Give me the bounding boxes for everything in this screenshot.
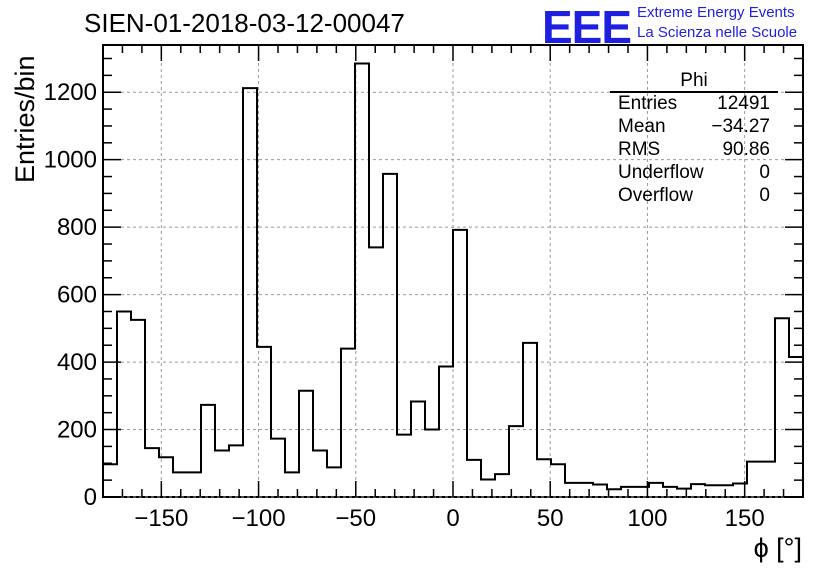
stats-key: Entries xyxy=(618,93,678,114)
histogram-bin xyxy=(621,487,635,497)
histogram-bin xyxy=(257,347,271,497)
histogram-bin xyxy=(649,483,663,497)
histogram-bin xyxy=(201,405,215,497)
y-axis-label-box: Entries/bin xyxy=(8,40,40,185)
logo-line-1: Extreme Energy Events xyxy=(637,4,795,21)
x-tick-label: −100 xyxy=(232,505,286,532)
histogram-bin xyxy=(733,484,747,497)
histogram-bin xyxy=(761,462,775,497)
histogram-bin xyxy=(789,357,803,497)
histogram-bin xyxy=(285,472,299,497)
tick-labels: −150 −100 −50 0 50 100 150 0 200 400 600 800 1000 120… xyxy=(44,79,765,532)
stats-row: Underflow 0 xyxy=(610,161,778,184)
histogram-bin xyxy=(747,462,761,497)
x-tick-label: 50 xyxy=(537,505,564,532)
x-axis-label: ϕ [°] xyxy=(753,533,802,563)
y-axis-label: Entries/bin xyxy=(10,55,40,183)
histogram-bin xyxy=(173,472,187,497)
stats-name: Phi xyxy=(680,70,708,91)
stats-value: 0 xyxy=(759,162,770,183)
histogram-bin xyxy=(509,426,523,497)
histogram-bin xyxy=(551,464,565,497)
histogram-bin xyxy=(719,485,733,497)
stats-value: 90.86 xyxy=(722,139,770,160)
x-tick-label: 150 xyxy=(725,505,765,532)
histogram-bin xyxy=(523,343,537,497)
x-tick-label: 100 xyxy=(627,505,667,532)
stats-row: Mean −34.27 xyxy=(610,115,778,138)
histogram-bin xyxy=(607,489,621,497)
x-tick-label: −50 xyxy=(335,505,376,532)
histogram-bin xyxy=(103,464,117,497)
histogram-bin xyxy=(593,485,607,497)
logo-line-2: La Scienza nelle Scuole xyxy=(637,24,798,41)
histogram-bin xyxy=(159,457,173,497)
histogram-bin xyxy=(215,450,229,497)
histogram-bin xyxy=(453,230,467,497)
histogram-bin xyxy=(691,484,705,497)
y-tick-label: 200 xyxy=(57,417,97,444)
histogram-bin xyxy=(635,487,649,497)
histogram-bin xyxy=(229,445,243,497)
histogram-bin xyxy=(271,439,285,497)
histogram-bin xyxy=(313,450,327,497)
histogram-bin xyxy=(383,174,397,497)
histogram-bin xyxy=(495,474,509,497)
histogram-bin xyxy=(327,467,341,497)
y-tick-label: 0 xyxy=(84,484,97,511)
axis-ticks xyxy=(103,45,803,498)
x-tick-label: −150 xyxy=(134,505,188,532)
stats-row: RMS 90.86 xyxy=(610,138,778,161)
histogram-bin xyxy=(299,391,313,497)
histogram-bin xyxy=(243,88,257,497)
histogram-bin xyxy=(397,435,411,497)
stats-row: Overflow 0 xyxy=(610,184,778,207)
stats-value: 12491 xyxy=(717,93,770,114)
y-tick-label: 800 xyxy=(57,214,97,241)
histogram-bin xyxy=(579,483,593,497)
histogram-bin xyxy=(369,247,383,497)
stats-value: 0 xyxy=(759,185,770,206)
histogram-bin xyxy=(341,349,355,497)
x-tick-label: 0 xyxy=(446,505,459,532)
histogram-bin xyxy=(187,472,201,497)
y-tick-label: 600 xyxy=(57,282,97,309)
histogram-outline xyxy=(103,62,803,491)
stats-value: −34.27 xyxy=(711,116,770,137)
histogram-bin xyxy=(425,430,439,497)
stats-row: Entries 12491 xyxy=(610,92,778,115)
y-tick-label: 1000 xyxy=(44,147,97,174)
histogram-bin xyxy=(705,485,719,497)
stats-key: Underflow xyxy=(618,162,704,183)
histogram-bin xyxy=(677,489,691,497)
chart-title: SIEN-01-2018-03-12-00047 xyxy=(84,8,405,38)
stats-key: Mean xyxy=(618,116,666,137)
histogram-bin xyxy=(117,311,131,497)
stats-key: RMS xyxy=(618,139,661,160)
histogram-bin xyxy=(537,459,551,497)
y-tick-label: 1200 xyxy=(44,79,97,106)
stats-key: Overflow xyxy=(618,185,693,206)
histogram-bin xyxy=(145,448,159,497)
stats-box: Phi Entries 12491 Mean −34.27 RMS 90.86 Und… xyxy=(610,70,778,207)
histogram-bin xyxy=(467,460,481,497)
y-tick-label: 400 xyxy=(57,349,97,376)
histogram-bin xyxy=(775,318,789,497)
histogram-bin xyxy=(355,64,369,497)
stats-rule xyxy=(610,91,778,93)
eee-logo: EEE xyxy=(542,1,632,53)
histogram-bin xyxy=(411,402,425,497)
histogram-bin xyxy=(663,487,677,497)
histogram-bin xyxy=(439,366,453,497)
histogram-bin xyxy=(481,479,495,497)
histogram-bin xyxy=(565,483,579,497)
histogram-bin xyxy=(131,320,145,497)
